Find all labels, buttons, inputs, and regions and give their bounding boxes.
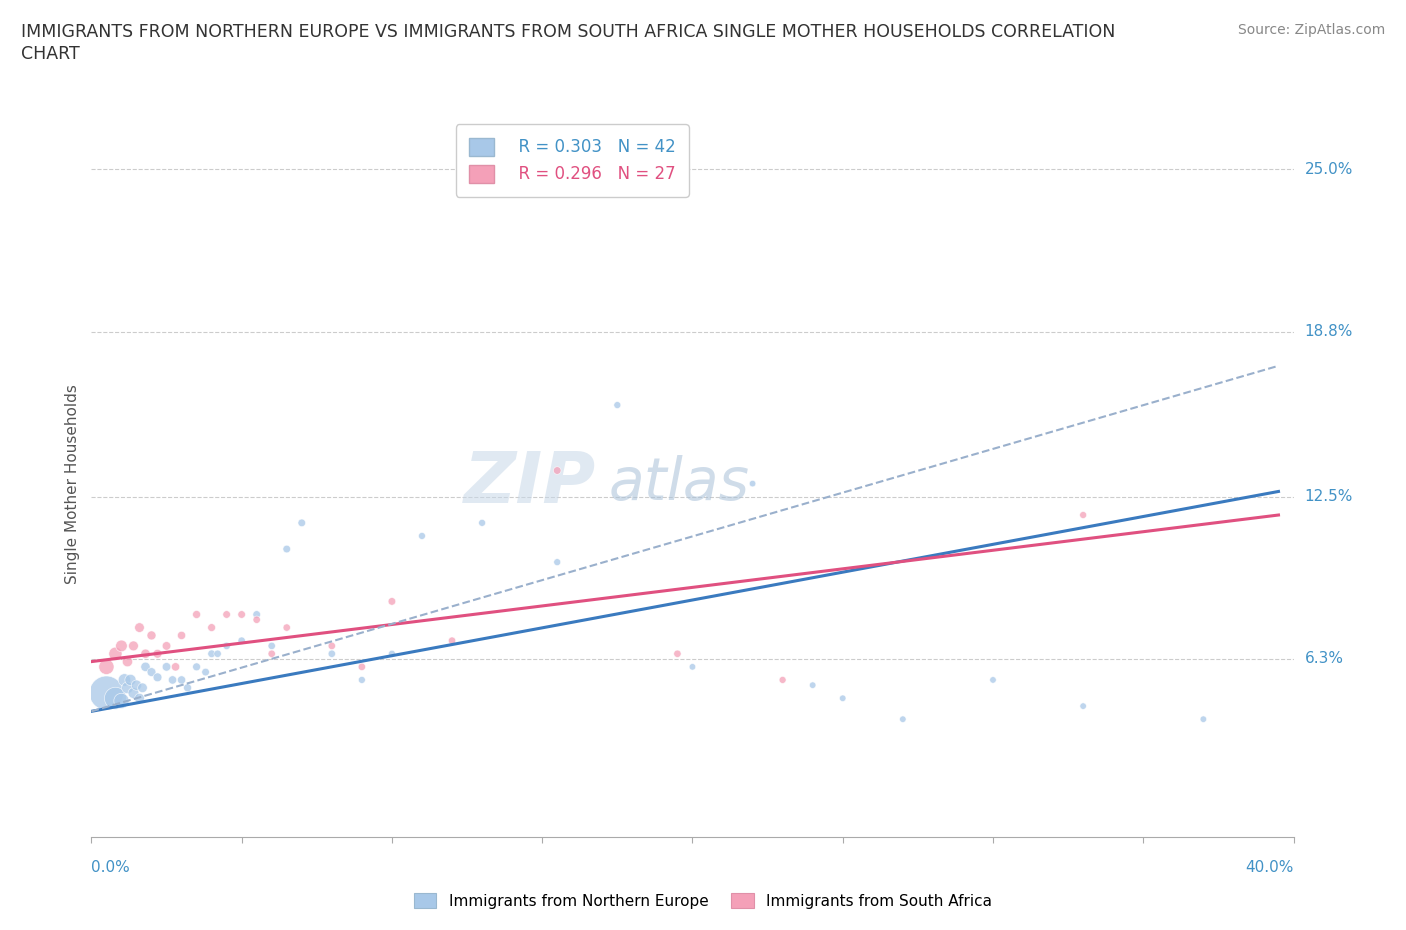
Text: 40.0%: 40.0% <box>1246 860 1294 875</box>
Point <box>381 594 404 609</box>
Point <box>350 672 373 687</box>
Text: CHART: CHART <box>21 45 80 62</box>
Point <box>681 659 703 674</box>
Point <box>1071 508 1094 523</box>
Point <box>276 541 298 556</box>
Point <box>146 670 169 684</box>
Point <box>276 620 298 635</box>
Point <box>117 681 139 696</box>
Text: 0.0%: 0.0% <box>91 860 131 875</box>
Point <box>546 463 568 478</box>
Point <box>215 639 238 654</box>
Point <box>666 646 689 661</box>
Point <box>231 607 253 622</box>
Text: 18.8%: 18.8% <box>1305 325 1353 339</box>
Legend:   R = 0.303   N = 42,   R = 0.296   N = 27: R = 0.303 N = 42, R = 0.296 N = 27 <box>456 125 689 197</box>
Point <box>96 659 118 674</box>
Point <box>110 694 132 709</box>
Point <box>207 646 229 661</box>
Point <box>1192 711 1215 726</box>
Point <box>186 607 208 622</box>
Point <box>141 628 163 643</box>
Point <box>772 672 794 687</box>
Point <box>321 646 343 661</box>
Point <box>201 646 224 661</box>
Point <box>104 691 127 706</box>
Text: Source: ZipAtlas.com: Source: ZipAtlas.com <box>1237 23 1385 37</box>
Point <box>350 659 373 674</box>
Point <box>831 691 853 706</box>
Point <box>170 628 193 643</box>
Legend: Immigrants from Northern Europe, Immigrants from South Africa: Immigrants from Northern Europe, Immigra… <box>408 886 998 915</box>
Point <box>186 659 208 674</box>
Point <box>381 646 404 661</box>
Point <box>246 612 269 627</box>
Point <box>110 639 132 654</box>
Point <box>546 554 568 569</box>
Point <box>122 639 145 654</box>
Point <box>131 681 153 696</box>
Point <box>321 639 343 654</box>
Point <box>291 515 314 530</box>
Point <box>117 654 139 669</box>
Point <box>122 685 145 700</box>
Point <box>170 672 193 687</box>
Point <box>891 711 914 726</box>
Text: 12.5%: 12.5% <box>1305 489 1353 504</box>
Point <box>114 672 136 687</box>
Point <box>146 646 169 661</box>
Text: IMMIGRANTS FROM NORTHERN EUROPE VS IMMIGRANTS FROM SOUTH AFRICA SINGLE MOTHER HO: IMMIGRANTS FROM NORTHERN EUROPE VS IMMIG… <box>21 23 1115 41</box>
Text: ZIP: ZIP <box>464 449 596 518</box>
Point <box>981 672 1004 687</box>
Text: 25.0%: 25.0% <box>1305 162 1353 177</box>
Point <box>246 607 269 622</box>
Text: 6.3%: 6.3% <box>1305 652 1344 667</box>
Point <box>162 672 184 687</box>
Y-axis label: Single Mother Households: Single Mother Households <box>65 384 80 583</box>
Point <box>260 639 283 654</box>
Point <box>1071 698 1094 713</box>
Text: atlas: atlas <box>609 455 749 512</box>
Point <box>141 665 163 680</box>
Point <box>155 659 177 674</box>
Point <box>128 620 150 635</box>
Point <box>231 633 253 648</box>
Point <box>176 681 198 696</box>
Point <box>471 515 494 530</box>
Point <box>125 678 148 693</box>
Point <box>194 665 217 680</box>
Point <box>96 685 118 700</box>
Point <box>134 659 156 674</box>
Point <box>215 607 238 622</box>
Point <box>606 398 628 413</box>
Point <box>134 646 156 661</box>
Point <box>741 476 763 491</box>
Point <box>801 678 824 693</box>
Point <box>128 691 150 706</box>
Point <box>260 646 283 661</box>
Point <box>411 528 433 543</box>
Point <box>104 646 127 661</box>
Point <box>155 639 177 654</box>
Point <box>201 620 224 635</box>
Point <box>120 672 142 687</box>
Point <box>440 633 463 648</box>
Point <box>165 659 187 674</box>
